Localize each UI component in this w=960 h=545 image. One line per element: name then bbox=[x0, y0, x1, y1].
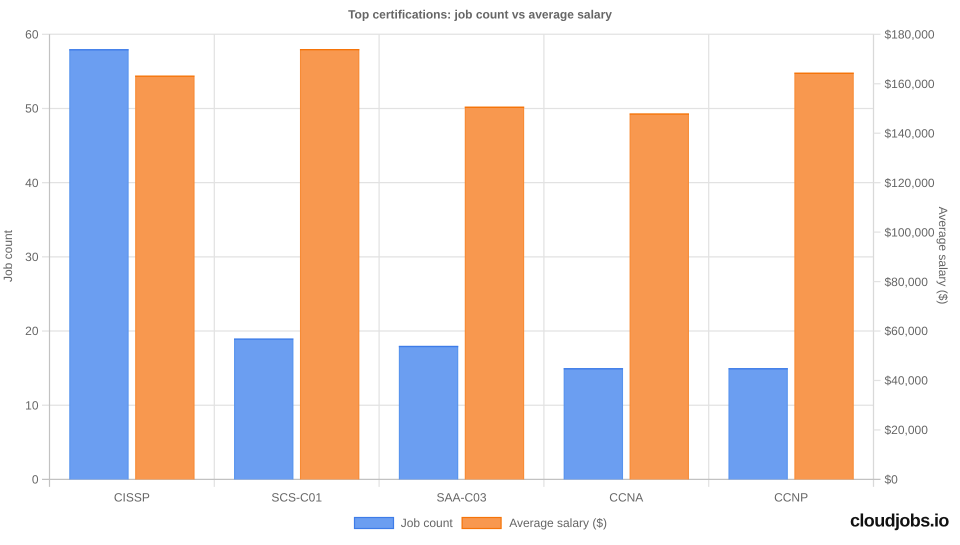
svg-text:60: 60 bbox=[25, 28, 39, 42]
svg-text:0: 0 bbox=[32, 473, 39, 487]
svg-text:$160,000: $160,000 bbox=[885, 77, 935, 91]
svg-text:CISSP: CISSP bbox=[114, 491, 150, 505]
svg-text:CCNA: CCNA bbox=[609, 491, 643, 505]
svg-text:$80,000: $80,000 bbox=[885, 275, 929, 289]
svg-text:$0: $0 bbox=[885, 473, 899, 487]
svg-text:$40,000: $40,000 bbox=[885, 374, 929, 388]
svg-text:Job count: Job count bbox=[1, 229, 15, 282]
svg-text:30: 30 bbox=[25, 250, 39, 264]
svg-text:CCNP: CCNP bbox=[774, 491, 808, 505]
svg-text:10: 10 bbox=[25, 398, 39, 412]
svg-text:$100,000: $100,000 bbox=[885, 225, 935, 239]
svg-text:SCS-C01: SCS-C01 bbox=[271, 491, 322, 505]
svg-text:$60,000: $60,000 bbox=[885, 324, 929, 338]
svg-text:cloudjobs.io: cloudjobs.io bbox=[850, 511, 949, 531]
svg-text:$120,000: $120,000 bbox=[885, 176, 935, 190]
svg-text:$140,000: $140,000 bbox=[885, 126, 935, 140]
svg-text:$180,000: $180,000 bbox=[885, 28, 935, 42]
svg-text:Average salary ($): Average salary ($) bbox=[936, 207, 950, 305]
svg-text:$20,000: $20,000 bbox=[885, 423, 929, 437]
svg-text:20: 20 bbox=[25, 324, 39, 338]
svg-text:Average salary ($): Average salary ($) bbox=[509, 516, 607, 530]
svg-text:40: 40 bbox=[25, 176, 39, 190]
svg-text:50: 50 bbox=[25, 102, 39, 116]
svg-text:SAA-C03: SAA-C03 bbox=[436, 491, 486, 505]
svg-text:Job count: Job count bbox=[401, 516, 454, 530]
svg-text:Top certifications: job count: Top certifications: job count vs average… bbox=[348, 8, 612, 22]
